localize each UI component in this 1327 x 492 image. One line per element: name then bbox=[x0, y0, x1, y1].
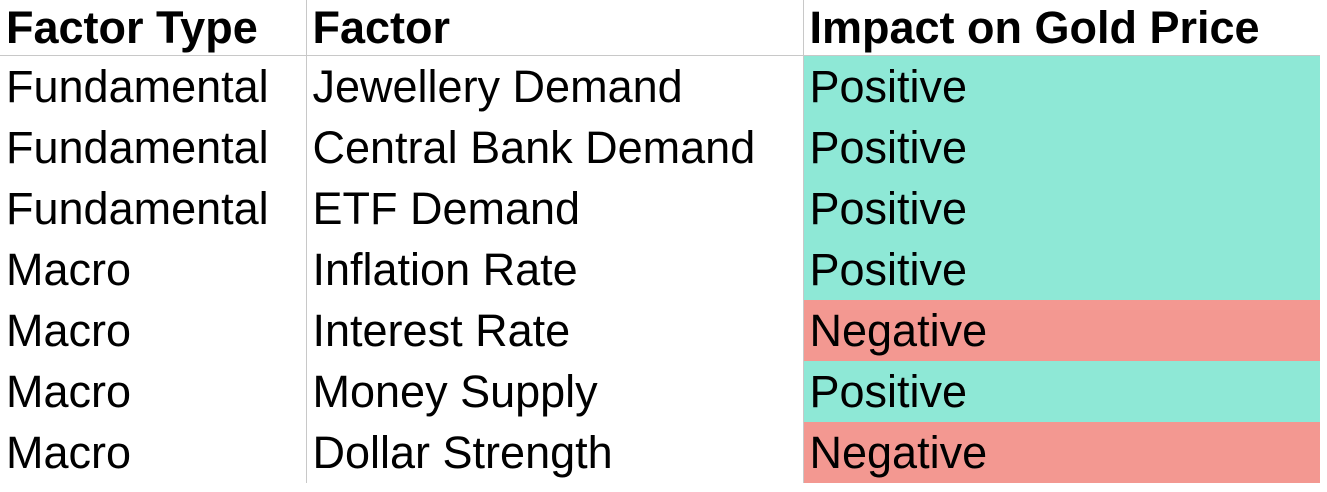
header-impact[interactable]: Impact on Gold Price bbox=[803, 0, 1320, 56]
cell-impact[interactable]: Negative bbox=[803, 300, 1320, 361]
header-factor-type[interactable]: Factor Type bbox=[0, 0, 307, 56]
cell-factor-type[interactable]: Fundamental bbox=[0, 117, 307, 178]
cell-impact[interactable]: Positive bbox=[803, 178, 1320, 239]
cell-factor[interactable]: Jewellery Demand bbox=[306, 55, 804, 117]
cell-factor[interactable]: ETF Demand bbox=[306, 178, 804, 239]
table-row: Fundamental Jewellery Demand Positive bbox=[0, 55, 1320, 117]
cell-factor[interactable]: Money Supply bbox=[306, 361, 804, 422]
cell-impact[interactable]: Positive bbox=[803, 239, 1320, 300]
cell-factor-type[interactable]: Macro bbox=[0, 300, 307, 361]
header-row: Factor Type Factor Impact on Gold Price bbox=[0, 0, 1320, 56]
cell-factor-type[interactable]: Macro bbox=[0, 361, 307, 422]
cell-impact[interactable]: Positive bbox=[803, 117, 1320, 178]
cell-factor-type[interactable]: Macro bbox=[0, 422, 307, 483]
table-row: Fundamental Central Bank Demand Positive bbox=[0, 117, 1320, 178]
table-row: Fundamental ETF Demand Positive bbox=[0, 178, 1320, 239]
table-row: Macro Money Supply Positive bbox=[0, 361, 1320, 422]
cell-factor-type[interactable]: Fundamental bbox=[0, 178, 307, 239]
table-row: Macro Interest Rate Negative bbox=[0, 300, 1320, 361]
cell-impact[interactable]: Positive bbox=[803, 55, 1320, 117]
cell-factor[interactable]: Central Bank Demand bbox=[306, 117, 804, 178]
cell-factor[interactable]: Dollar Strength bbox=[306, 422, 804, 483]
cell-impact[interactable]: Positive bbox=[803, 361, 1320, 422]
gold-price-factors-table: Factor Type Factor Impact on Gold Price … bbox=[0, 0, 1320, 483]
table-row: Macro Inflation Rate Positive bbox=[0, 239, 1320, 300]
cell-factor-type[interactable]: Fundamental bbox=[0, 55, 307, 117]
header-factor[interactable]: Factor bbox=[306, 0, 804, 56]
cell-factor[interactable]: Inflation Rate bbox=[306, 239, 804, 300]
cell-factor[interactable]: Interest Rate bbox=[306, 300, 804, 361]
cell-impact[interactable]: Negative bbox=[803, 422, 1320, 483]
cell-factor-type[interactable]: Macro bbox=[0, 239, 307, 300]
table-row: Macro Dollar Strength Negative bbox=[0, 422, 1320, 483]
